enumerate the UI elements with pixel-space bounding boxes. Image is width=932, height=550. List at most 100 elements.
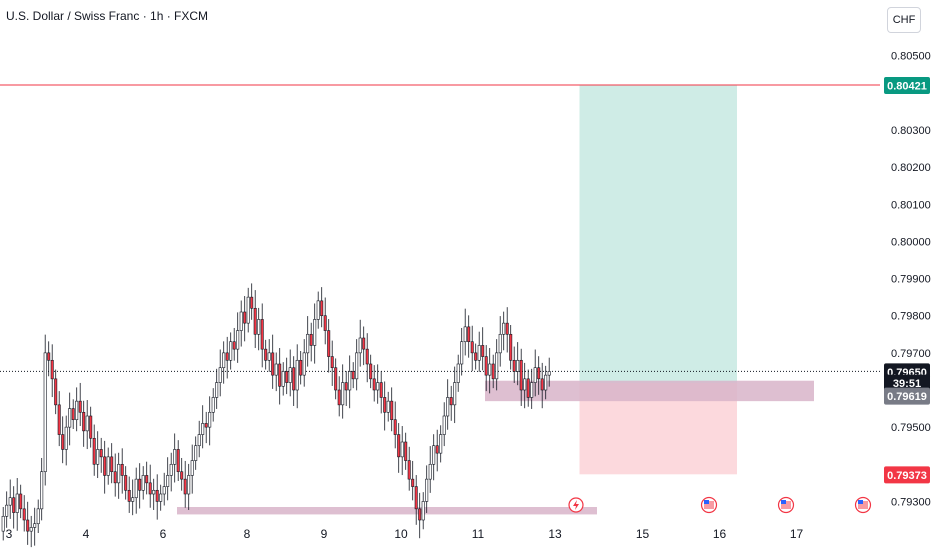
- candle-body: [425, 478, 429, 502]
- zone-band-0[interactable]: [485, 380, 814, 402]
- candle-body: [404, 441, 408, 461]
- candle-body: [428, 463, 432, 480]
- x-tick-label: 13: [548, 527, 562, 541]
- candle-body: [407, 460, 411, 480]
- candle-body: [330, 356, 334, 369]
- x-tick-label: 11: [472, 527, 485, 541]
- candle-body: [355, 352, 359, 380]
- candle-body: [540, 378, 544, 391]
- candle-body: [15, 493, 19, 513]
- candle-body: [211, 397, 215, 413]
- candle-body: [505, 322, 509, 335]
- candle-body: [439, 434, 443, 454]
- candle-body: [369, 363, 373, 380]
- y-tick-label: 0.79700: [891, 348, 931, 360]
- candle-body: [362, 337, 366, 350]
- candle-body: [306, 333, 310, 354]
- us-flag-icon[interactable]: [700, 496, 718, 514]
- candle-body: [117, 463, 121, 484]
- candle-body: [43, 352, 47, 473]
- candle-body: [316, 300, 320, 320]
- candle-body: [75, 400, 79, 421]
- candle-body: [320, 300, 324, 317]
- candle-body: [509, 333, 513, 361]
- y-tick-label: 0.80200: [891, 162, 931, 174]
- candle-body: [323, 315, 327, 331]
- price-tag-label: 39:51: [893, 378, 921, 390]
- candle-body: [138, 478, 142, 491]
- zone-band-1[interactable]: [177, 507, 597, 515]
- candle-body: [334, 367, 338, 391]
- candle-body: [64, 426, 68, 450]
- candle-body: [89, 415, 93, 439]
- candle-body: [460, 341, 464, 365]
- candle-body: [106, 456, 110, 476]
- price-tag-label: 0.80421: [887, 81, 927, 93]
- price-tag-label: 0.79619: [887, 391, 927, 403]
- candle-body: [292, 367, 296, 391]
- flag-canton: [704, 500, 709, 504]
- candle-body: [278, 363, 282, 387]
- candle-body: [547, 371, 551, 376]
- candle-body: [194, 445, 198, 461]
- candle-body: [152, 489, 156, 495]
- candle-body: [29, 527, 33, 532]
- currency-button[interactable]: CHF: [887, 7, 921, 33]
- candle-body: [1, 515, 5, 532]
- candle-body: [120, 463, 124, 476]
- candle-body: [474, 352, 478, 361]
- candle-body: [379, 382, 383, 398]
- us-flag-icon[interactable]: [777, 496, 795, 514]
- candle-body: [537, 367, 541, 380]
- candle-body: [295, 359, 299, 391]
- candle-body: [376, 382, 380, 391]
- candle-body: [400, 441, 404, 458]
- target-zone[interactable]: [579, 85, 738, 383]
- us-flag-icon[interactable]: [854, 496, 872, 514]
- candle-body: [449, 397, 453, 406]
- candle-body: [264, 348, 268, 361]
- candle-body: [516, 359, 520, 372]
- candle-body: [411, 478, 415, 487]
- candle-body: [281, 371, 285, 387]
- candle-body: [418, 508, 422, 521]
- candle-body: [435, 445, 439, 454]
- candle-body: [484, 356, 488, 376]
- x-tick-label: 3: [6, 527, 13, 541]
- candle-body: [50, 359, 54, 380]
- candle-body: [526, 378, 530, 398]
- candle-body: [393, 419, 397, 435]
- candle-body: [341, 382, 345, 406]
- candle-body: [498, 333, 502, 354]
- candle-body: [8, 497, 12, 506]
- candle-body: [351, 371, 355, 380]
- candle-body: [33, 523, 37, 528]
- price-tag-label: 0.79373: [887, 470, 927, 482]
- candle-body: [285, 371, 289, 383]
- candle-body: [386, 400, 390, 413]
- candle-body: [463, 326, 467, 343]
- candle-body: [358, 337, 362, 354]
- candle-body: [519, 359, 523, 391]
- x-tick-label: 9: [321, 527, 328, 541]
- candle-body: [453, 382, 457, 406]
- candle-body: [530, 382, 534, 398]
- candle-body: [495, 352, 499, 380]
- candle-body: [218, 367, 222, 383]
- candle-body: [26, 519, 30, 532]
- candle-body: [201, 423, 205, 435]
- candle-body: [243, 311, 247, 324]
- candle-body: [187, 475, 191, 495]
- candle-body: [159, 493, 163, 502]
- candle-body: [390, 400, 394, 421]
- candle-body: [57, 404, 61, 435]
- candle-body: [183, 478, 187, 495]
- y-tick-label: 0.79900: [891, 274, 931, 286]
- candle-body: [127, 489, 131, 502]
- y-tick-label: 0.80000: [891, 236, 931, 248]
- x-tick-label: 10: [394, 527, 408, 541]
- candle-body: [236, 330, 240, 350]
- candle-body: [232, 341, 236, 350]
- candle-body: [5, 504, 9, 517]
